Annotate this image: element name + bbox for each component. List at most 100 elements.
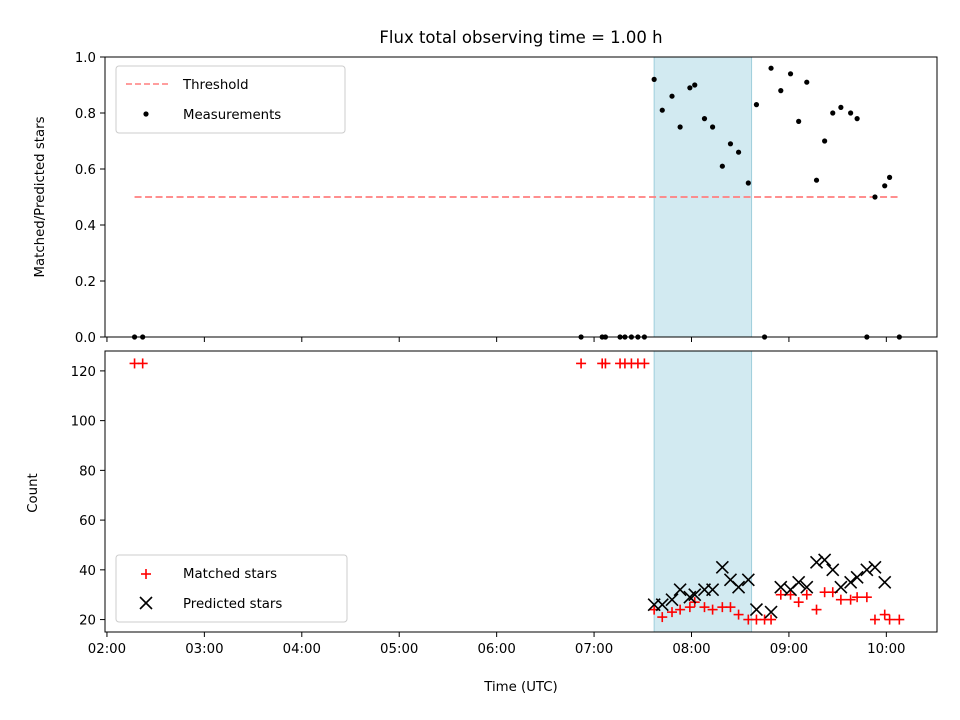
matched-stars-point	[852, 592, 863, 603]
matched-stars-point	[845, 594, 856, 605]
measurement-point	[701, 116, 708, 122]
predicted-stars-point	[860, 563, 874, 577]
measurement-point	[710, 124, 716, 130]
predicted-stars-point	[774, 580, 788, 594]
predicted-stars-point	[655, 598, 669, 612]
y-tick-label: 40	[79, 564, 96, 579]
x-tick-label: 08:00	[672, 642, 710, 657]
x-tick-label: 02:00	[88, 642, 126, 657]
y-tick-label: 1.0	[75, 51, 96, 66]
measurement-point	[838, 104, 844, 110]
measurement-point	[787, 71, 794, 77]
count-panel: 20 40 60 80 100 120 02:00 03:00 04:00 05:00 06:00 0…	[26, 350, 938, 695]
axes-frame	[104, 350, 938, 633]
measurement-point	[745, 180, 751, 186]
measurement-point	[848, 110, 854, 116]
matched-stars-point	[894, 614, 905, 625]
predicted-stars-point	[688, 588, 702, 602]
ratio-panel: 0.0 0.2 0.4 0.6 0.8 1.0 Matched/Predicted sta…	[33, 51, 938, 346]
predicted-stars-point	[706, 583, 720, 597]
legend-measurements-swatch	[143, 111, 149, 117]
ratio-series	[131, 65, 902, 340]
measurement-point	[735, 149, 742, 155]
x-tick-label: 03:00	[185, 642, 223, 657]
predicted-stars-point	[809, 555, 824, 569]
y-tick-label: 100	[71, 415, 96, 430]
predicted-stars-point	[792, 575, 806, 589]
matched-stars-point	[684, 602, 695, 613]
predicted-stars-point	[764, 605, 778, 619]
measurement-point	[677, 124, 683, 130]
matched-stars-point	[835, 594, 846, 605]
matched-stars-point	[707, 604, 718, 615]
predicted-stars-point	[844, 575, 858, 589]
count-legend: Matched stars Predicted stars	[115, 554, 348, 623]
measurement-point	[830, 110, 836, 116]
predicted-stars-point	[673, 583, 687, 597]
y-tick-label: 0.8	[75, 107, 96, 122]
measurement-point	[778, 88, 784, 94]
predicted-stars-point	[715, 560, 729, 574]
matched-stars-point	[861, 592, 872, 603]
legend-threshold-label: Threshold	[182, 78, 249, 93]
measurement-point	[813, 177, 820, 183]
count-series	[129, 358, 905, 625]
measurement-point	[692, 82, 698, 88]
count-y-axis-label: Count	[26, 473, 41, 513]
chart-title: Flux total observing time = 1.00 h	[379, 28, 662, 47]
ratio-y-axis-label: Matched/Predicted stars	[33, 116, 48, 277]
predicted-stars-point	[818, 553, 832, 567]
matched-stars-point	[775, 589, 786, 600]
y-tick-label: 0.2	[75, 275, 96, 290]
matched-stars-point	[576, 358, 587, 369]
predicted-stars-point	[749, 603, 764, 617]
legend-matched-swatch	[141, 569, 151, 579]
measurement-point	[804, 79, 810, 85]
measurement-point	[872, 194, 878, 200]
ratio-legend: Threshold Measurements	[115, 65, 346, 134]
y-tick-label: 120	[71, 365, 96, 380]
matched-stars-point	[869, 614, 880, 625]
axes-frame	[104, 56, 938, 338]
matched-stars-point	[699, 602, 710, 613]
measurement-point	[651, 76, 657, 82]
matched-stars-point	[600, 358, 611, 369]
legend-predicted-swatch	[139, 596, 153, 610]
predicted-stars-point	[826, 563, 840, 577]
y-tick-label: 0.0	[75, 331, 96, 346]
legend-predicted-label: Predicted stars	[183, 597, 282, 612]
x-tick-label: 06:00	[477, 642, 515, 657]
predicted-stars-point	[834, 580, 848, 594]
matched-stars-point	[639, 358, 650, 369]
predicted-stars-point	[732, 580, 746, 594]
ratio-axes: 0.0 0.2 0.4 0.6 0.8 1.0	[75, 51, 938, 346]
matched-stars-point	[811, 604, 822, 615]
matched-stars-point	[793, 597, 804, 608]
matched-stars-point	[733, 609, 744, 620]
matched-stars-point	[725, 602, 736, 613]
count-x-axis-label: Time (UTC)	[483, 680, 558, 695]
measurement-point	[753, 102, 760, 108]
measurement-point	[727, 141, 734, 147]
measurement-point	[687, 85, 693, 91]
x-tick-label: 05:00	[380, 642, 418, 657]
y-tick-label: 80	[79, 464, 96, 479]
measurement-point	[659, 107, 665, 113]
matched-stars-point	[884, 614, 895, 625]
matched-stars-point	[801, 589, 812, 600]
matched-stars-point	[785, 589, 796, 600]
predicted-stars-point	[800, 580, 814, 594]
measurement-point	[719, 163, 725, 169]
y-tick-label: 0.6	[75, 163, 96, 178]
measurement-point	[796, 118, 802, 124]
predicted-stars-point	[878, 575, 892, 589]
legend-matched-label: Matched stars	[183, 567, 277, 582]
measurement-point	[768, 65, 774, 71]
predicted-stars-point	[741, 573, 755, 587]
y-tick-label: 20	[79, 614, 96, 629]
matched-stars-point	[657, 612, 668, 623]
matched-stars-point	[667, 607, 678, 618]
y-tick-label: 60	[79, 514, 96, 529]
y-tick-label: 0.4	[75, 219, 96, 234]
matched-stars-point	[879, 609, 890, 620]
